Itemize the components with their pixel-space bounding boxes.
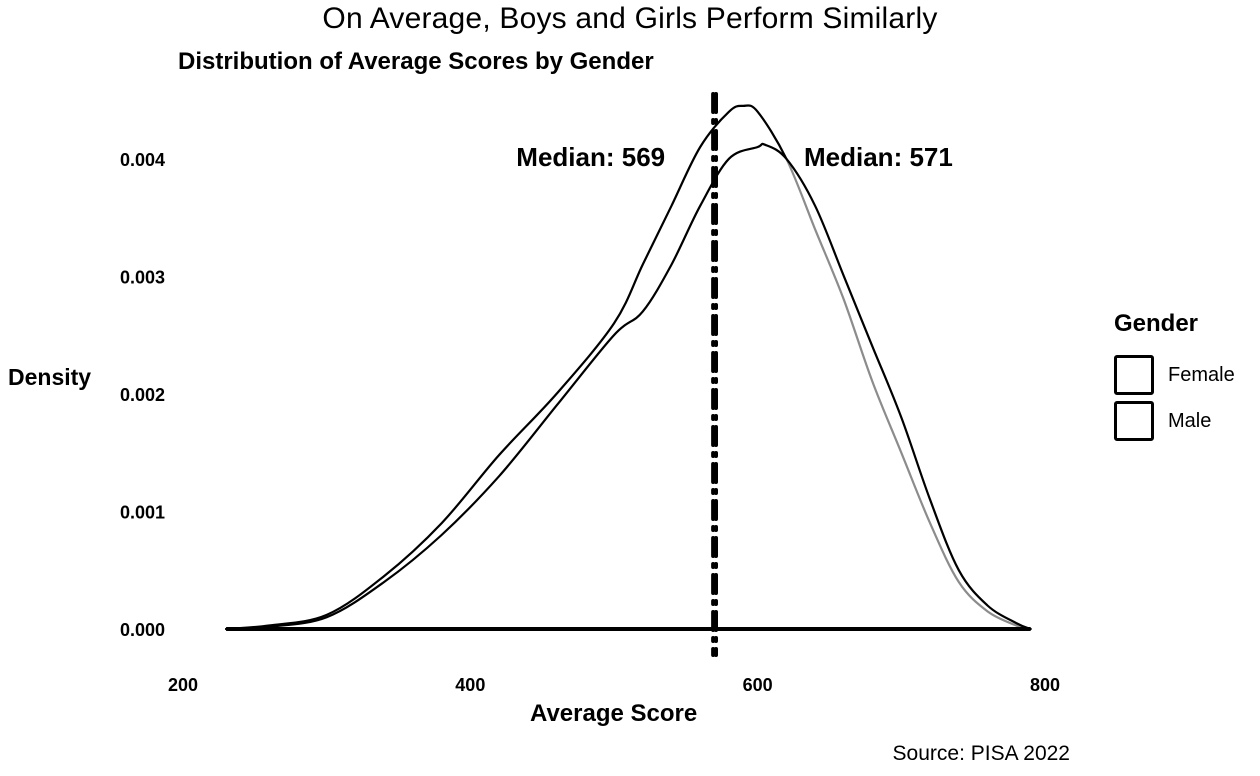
legend-label-female: Female xyxy=(1168,363,1235,386)
y-tick-label: 0.004 xyxy=(120,150,165,170)
legend-item-female: Female xyxy=(1114,352,1235,398)
y-axis-label: Density xyxy=(8,364,92,390)
x-tick-label: 800 xyxy=(1030,675,1060,695)
legend-key-male xyxy=(1114,401,1154,441)
x-axis-ticks: 200 400 600 800 xyxy=(168,675,1060,695)
x-tick-label: 200 xyxy=(168,675,198,695)
chart-subtitle: Distribution of Average Scores by Gender xyxy=(178,48,654,75)
legend-item-male: Male xyxy=(1114,398,1235,444)
y-tick-label: 0.001 xyxy=(120,502,165,522)
chart-title: On Average, Boys and Girls Perform Simil… xyxy=(322,2,938,35)
median-labels: Median: 569 Median: 571 xyxy=(516,142,953,172)
median-label-male: Median: 571 xyxy=(804,142,953,172)
density-curves xyxy=(225,104,1032,631)
median-label-female: Median: 569 xyxy=(516,142,665,172)
legend-key-female xyxy=(1114,355,1154,395)
legend-label-male: Male xyxy=(1168,409,1212,432)
y-tick-label: 0.002 xyxy=(120,385,165,405)
legend-title: Gender xyxy=(1114,310,1199,337)
x-tick-label: 400 xyxy=(455,675,485,695)
median-lines xyxy=(711,92,719,657)
y-axis-ticks: 0.000 0.001 0.002 0.003 0.004 xyxy=(120,150,165,640)
chart-caption: Source: PISA 2022 xyxy=(892,742,1070,765)
y-tick-label: 0.000 xyxy=(120,620,165,640)
legend: Gender Female Male xyxy=(1114,310,1235,444)
density-curve-male xyxy=(225,142,1032,631)
x-tick-label: 600 xyxy=(743,675,773,695)
x-axis-label: Average Score xyxy=(530,700,698,727)
y-tick-label: 0.003 xyxy=(120,267,165,287)
